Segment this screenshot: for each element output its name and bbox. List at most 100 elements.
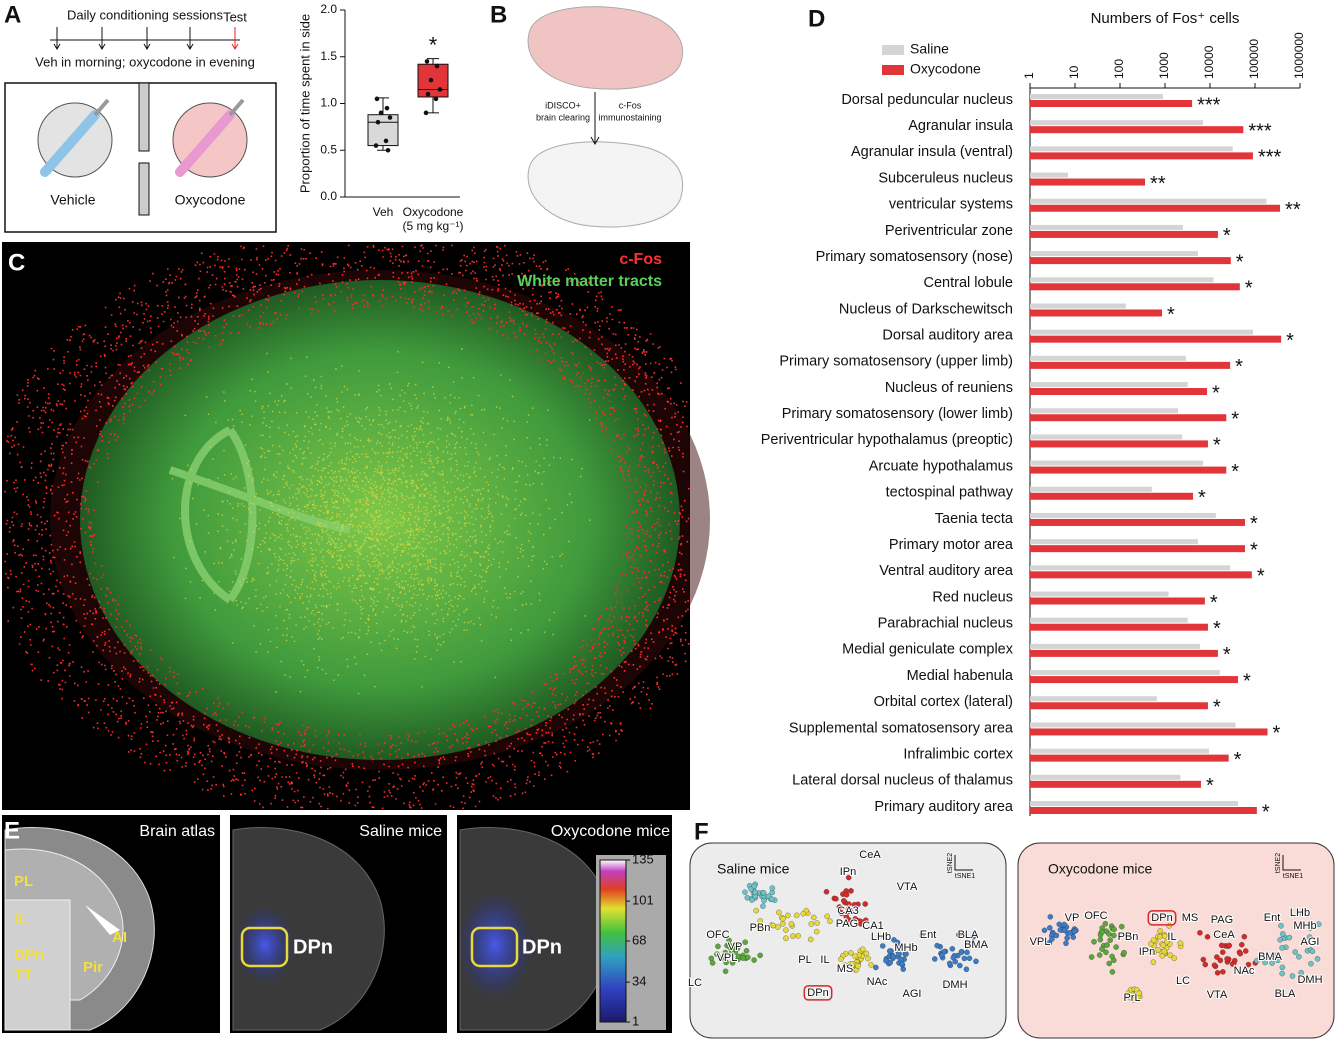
tsne-point <box>1245 961 1252 968</box>
category-label: Nucleus of reuniens <box>885 380 1013 396</box>
tsne-point <box>1150 959 1157 965</box>
x-tick-label: 10 <box>1067 65 1081 79</box>
tsne-point <box>743 948 750 954</box>
category-label: Medial geniculate complex <box>842 642 1014 658</box>
tsne-point <box>939 952 945 958</box>
node-label: NAc <box>1234 965 1255 977</box>
colorbar-label: 68 <box>632 932 646 947</box>
bar <box>1030 152 1253 160</box>
tsne-point <box>1155 947 1161 953</box>
category-label: Medial habenula <box>907 668 1014 684</box>
panel-title: Brain atlas <box>139 823 215 840</box>
wall <box>138 82 150 152</box>
legend-swatch <box>882 65 904 75</box>
tsne-point <box>1254 957 1260 964</box>
tsne-point <box>838 956 844 962</box>
significance: ** <box>1285 199 1301 221</box>
bar <box>1030 696 1157 702</box>
bar <box>1030 702 1208 710</box>
tsne-point <box>862 901 868 907</box>
arrows <box>53 27 239 50</box>
node-label: VPL <box>717 952 738 964</box>
node-label: OFC <box>706 929 729 941</box>
bar <box>1030 492 1194 500</box>
tsne-point <box>848 950 854 956</box>
tsne-point <box>783 927 789 933</box>
tsne-point <box>823 889 830 895</box>
point <box>385 147 391 153</box>
tsne-point <box>1279 964 1286 971</box>
tsne-point <box>1269 960 1275 966</box>
x-tick-label: 100 <box>1112 59 1126 79</box>
bar <box>1030 676 1239 684</box>
tsne-point <box>858 918 864 925</box>
axis-glyph <box>954 855 973 871</box>
node-label: DMH <box>942 979 967 991</box>
tsne-point <box>785 912 791 919</box>
panel-label: E <box>4 817 20 844</box>
axis-label: tSNE2 <box>947 853 954 873</box>
tsne-point <box>898 956 905 962</box>
significance: * <box>1262 801 1270 823</box>
bar <box>1030 486 1152 492</box>
node-label: CA1 <box>862 920 883 932</box>
roi <box>240 926 289 968</box>
tsne-point <box>1070 934 1077 940</box>
category-label: ventricular systems <box>889 197 1013 213</box>
bar <box>1030 388 1208 396</box>
bar <box>1030 597 1205 605</box>
point <box>424 59 430 64</box>
significance: * <box>1250 513 1258 535</box>
tsne-point <box>841 898 847 904</box>
tsne-point <box>848 888 854 894</box>
tsne-point <box>1157 933 1163 940</box>
node-label: IL <box>1167 931 1176 943</box>
tsne-point <box>1204 934 1211 940</box>
atlas-section <box>4 899 71 1031</box>
node-label: DPn <box>807 987 828 999</box>
legend-label: Saline <box>910 41 949 57</box>
y-tick-label: 2.0 <box>320 2 337 16</box>
tsne-point <box>1063 940 1069 946</box>
bar <box>1030 335 1282 343</box>
tsne-point <box>1200 956 1207 963</box>
tsne-point <box>843 919 849 926</box>
tsne-point <box>1314 956 1321 962</box>
node-label: PAG <box>1211 914 1233 926</box>
significance: * <box>1234 749 1242 771</box>
legend-swatch <box>882 45 904 55</box>
panel-title: Saline mice <box>359 823 442 840</box>
tsne-point <box>740 955 746 961</box>
x-tick-label: 10000 <box>1202 45 1216 79</box>
tsne-point <box>807 936 814 943</box>
y-tick-label: 0.0 <box>320 189 337 203</box>
tsne-point <box>1096 952 1103 958</box>
brain-drawing <box>527 141 684 228</box>
tsne-point <box>1202 961 1209 968</box>
tsne-point <box>775 924 781 930</box>
tsne-point <box>1157 928 1163 934</box>
tsne-point <box>800 910 807 917</box>
node-label: LHb <box>1290 907 1310 919</box>
category-label: Primary somatosensory (nose) <box>816 249 1013 265</box>
bar <box>1030 539 1198 545</box>
tsne-point <box>1041 927 1048 934</box>
category-label: Ventral auditory area <box>879 563 1014 579</box>
bar <box>1030 251 1198 257</box>
node-label: IPn <box>840 866 857 878</box>
panel-label: F <box>694 818 709 845</box>
tsne-point <box>723 959 729 966</box>
bar <box>1030 146 1233 152</box>
tsne-point <box>1220 949 1226 955</box>
bar <box>1030 460 1204 466</box>
tsne-point <box>842 962 848 968</box>
bar <box>1030 382 1188 388</box>
category-label: Periventricular hypothalamus (preoptic) <box>761 432 1013 448</box>
tsne-point <box>726 937 732 944</box>
category-label: Central lobule <box>924 275 1013 291</box>
tsne-point <box>886 948 893 954</box>
plot-title: Oxycodone mice <box>1048 861 1152 877</box>
significance: * <box>1213 697 1221 719</box>
significance: *** <box>1258 147 1282 169</box>
region-label: TT <box>14 967 32 984</box>
